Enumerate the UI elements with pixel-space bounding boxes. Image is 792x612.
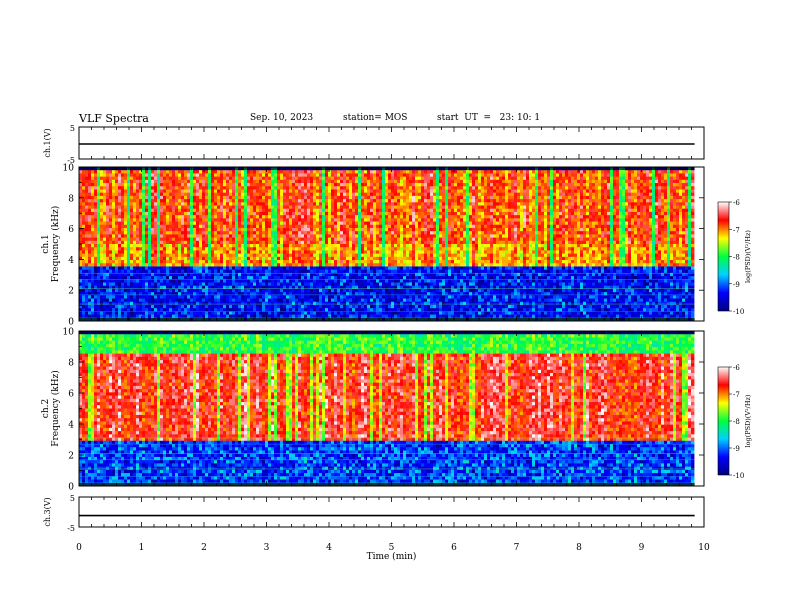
axis-channel-label: ch.2	[41, 399, 51, 418]
xtick-label: 8	[576, 543, 582, 553]
ytick-label: 5	[70, 494, 75, 503]
xtick-label: 4	[326, 543, 332, 553]
xtick-label: 10	[698, 543, 710, 553]
ytick-label: 4	[68, 256, 74, 266]
ytick-label: 6	[68, 225, 74, 235]
axis-channel-label: ch.1	[41, 234, 51, 253]
ytick-label: 8	[68, 359, 74, 369]
ytick-label: 10	[63, 164, 75, 174]
colorbar-tick-label: -8	[733, 254, 740, 262]
ytick-label: 6	[68, 390, 74, 400]
colorbar-tick-label: -7	[733, 226, 740, 234]
ytick-label: 0	[68, 483, 74, 493]
axis-ylabel: ch.3(V)	[43, 497, 52, 526]
ytick-label: 8	[68, 194, 74, 204]
colorbar-tick-label: -8	[733, 418, 740, 426]
vlf-spectra-figure: 5-5ch.1(V)5-5ch.3(V)0246810ch.1 Frequency…	[0, 0, 792, 612]
colorbar-2	[718, 367, 729, 475]
axis-ylabel: ch.1(V)	[43, 128, 52, 157]
ytick-label: 4	[68, 421, 74, 431]
colorbar-1	[718, 202, 729, 311]
xtick-label: 6	[451, 543, 457, 553]
ytick-label: -5	[67, 524, 75, 533]
ytick-label: 5	[70, 124, 75, 133]
axis-ylabel: Frequency (kHz)	[50, 370, 61, 447]
xtick-label: 1	[139, 543, 145, 553]
spectrogram-ch1	[79, 167, 695, 321]
colorbar-label: log(PSD)(V²/Hz)	[744, 394, 752, 447]
axis-ylabel: Frequency (kHz)	[50, 206, 61, 283]
ytick-label: 2	[68, 287, 74, 297]
colorbar-tick-label: -9	[733, 445, 740, 453]
xtick-label: 3	[264, 543, 270, 553]
colorbar-tick-label: -10	[733, 308, 744, 316]
xtick-label: 0	[76, 543, 82, 553]
xtick-label: 7	[514, 543, 520, 553]
spectrogram-ch2	[79, 331, 695, 486]
ytick-label: 2	[68, 452, 74, 462]
axis-xlabel: Time (min)	[367, 551, 417, 562]
colorbar-tick-label: -9	[733, 281, 740, 289]
xtick-label: 2	[201, 543, 207, 553]
xtick-label: 9	[639, 543, 645, 553]
colorbar-tick-label: -6	[733, 199, 740, 207]
ytick-label: 0	[68, 318, 74, 328]
colorbar-tick-label: -6	[733, 364, 740, 372]
ytick-label: 10	[63, 328, 75, 338]
colorbar-label: log(PSD)(V²/Hz)	[744, 230, 752, 283]
colorbar-tick-label: -7	[733, 391, 740, 399]
colorbar-tick-label: -10	[733, 472, 744, 480]
